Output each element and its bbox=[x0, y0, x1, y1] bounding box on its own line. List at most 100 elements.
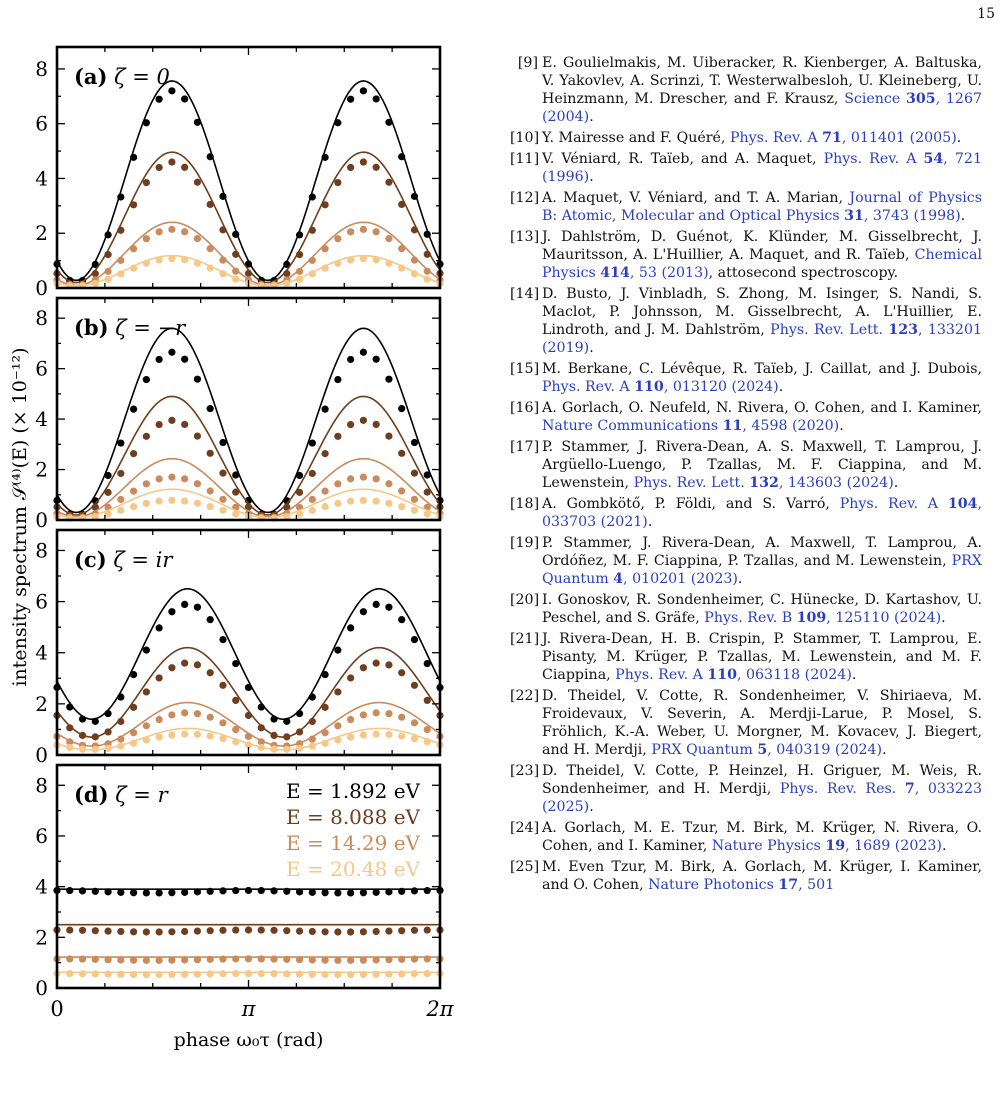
data-point bbox=[359, 711, 367, 719]
data-point bbox=[181, 600, 189, 609]
data-point bbox=[78, 715, 87, 723]
reference-link[interactable]: 11 bbox=[722, 418, 743, 434]
reference-link[interactable]: 4 bbox=[613, 571, 624, 587]
y-tick-label: 2 bbox=[35, 925, 48, 949]
reference-link[interactable]: , 721 (1996) bbox=[542, 151, 982, 185]
reference-link[interactable]: Phys. Rev. A bbox=[615, 667, 708, 683]
reference-link[interactable]: Chemical Physics bbox=[542, 247, 982, 281]
reference-link[interactable]: , 133201 (2019) bbox=[542, 322, 982, 356]
data-point bbox=[359, 731, 367, 739]
panel-letter: (a) bbox=[74, 64, 107, 89]
reference-link[interactable]: 104 bbox=[947, 496, 978, 512]
reference-link[interactable]: 54 bbox=[923, 151, 944, 167]
reference-link[interactable]: Nature Communications bbox=[542, 418, 723, 434]
reference-link[interactable]: , 010201 (2023) bbox=[623, 571, 738, 587]
series-line bbox=[56, 80, 441, 282]
data-point bbox=[295, 956, 304, 964]
reference-link[interactable]: , 040319 (2024) bbox=[767, 742, 883, 758]
reference-link[interactable]: , 53 (2013) bbox=[629, 265, 709, 281]
data-point bbox=[398, 264, 406, 272]
reference-link[interactable]: 109 bbox=[796, 610, 827, 626]
reference-text: A. Gorlach, O. Neufeld, N. Rivera, O. Co… bbox=[542, 400, 982, 416]
data-point bbox=[181, 497, 189, 505]
reference-link[interactable]: , 011401 (2005) bbox=[841, 130, 957, 146]
data-point bbox=[168, 87, 176, 95]
reference-link[interactable]: , 033703 (2021) bbox=[542, 496, 982, 530]
reference-link[interactable]: 305 bbox=[906, 91, 936, 107]
reference-link[interactable]: Phys. Rev. B bbox=[704, 610, 797, 626]
y-tick-label: 2 bbox=[35, 458, 48, 482]
data-point bbox=[372, 163, 380, 171]
reference-link[interactable]: Phys. Rev. Res. bbox=[779, 781, 905, 797]
reference-text: D. Theidel, V. Cotte, P. Heinzel, H. Gri… bbox=[542, 763, 982, 797]
reference-link[interactable]: , 063118 (2024) bbox=[736, 667, 852, 683]
reference-link[interactable]: , 4598 (2020) bbox=[742, 418, 840, 434]
data-point bbox=[295, 888, 304, 896]
data-point bbox=[130, 201, 138, 209]
reference-link[interactable]: PRX Quantum bbox=[651, 742, 758, 758]
data-point bbox=[398, 887, 406, 895]
data-point bbox=[334, 375, 342, 384]
reference-link[interactable]: Nature Photonics bbox=[648, 877, 779, 893]
data-point bbox=[168, 473, 176, 481]
data-point bbox=[385, 178, 393, 186]
data-point bbox=[398, 405, 406, 413]
data-point bbox=[270, 715, 278, 723]
data-point bbox=[219, 495, 227, 503]
reference-link[interactable]: 31 bbox=[844, 208, 864, 224]
panel-letter: (c) bbox=[74, 547, 107, 572]
reference-text: , attosecond spectroscopy. bbox=[708, 265, 899, 281]
data-point bbox=[130, 153, 138, 161]
y-axis-label: intensity spectrum 𝒮⁽⁴⁾(E) (× 10⁻¹²) bbox=[9, 347, 31, 686]
data-point bbox=[181, 355, 189, 363]
data-point bbox=[232, 926, 240, 934]
reference-link[interactable]: Phys. Rev. A bbox=[839, 496, 948, 512]
reference-link[interactable]: , 143603 (2024) bbox=[778, 475, 894, 491]
reference-link[interactable]: , 3743 (1998) bbox=[863, 208, 961, 224]
data-point bbox=[359, 664, 367, 672]
reference-item: [10] Y. Mairesse and F. Quéré, Phys. Rev.… bbox=[510, 129, 982, 147]
reference-link[interactable]: 123 bbox=[888, 322, 918, 338]
reference-link[interactable]: Phys. Rev. Lett. bbox=[770, 322, 889, 338]
reference-link[interactable]: 414 bbox=[600, 265, 630, 281]
reference-link[interactable]: Phys. Rev. A bbox=[729, 130, 823, 146]
data-point bbox=[372, 730, 380, 738]
data-point bbox=[219, 256, 227, 264]
reference-link[interactable]: Phys. Rev. Lett. bbox=[633, 475, 750, 491]
reference-link[interactable]: 110 bbox=[634, 379, 664, 395]
reference-link[interactable]: 19 bbox=[825, 838, 846, 854]
reference-link[interactable]: Phys. Rev. A bbox=[823, 151, 924, 167]
reference-link[interactable]: , 013120 (2024) bbox=[663, 379, 779, 395]
data-point bbox=[423, 955, 431, 963]
data-point bbox=[130, 956, 138, 964]
reference-link[interactable]: , 1267 (2004) bbox=[542, 91, 982, 125]
reference-link[interactable]: , 125110 (2024) bbox=[826, 610, 942, 626]
reference-link[interactable]: 7 bbox=[904, 781, 915, 797]
data-point bbox=[91, 513, 99, 521]
reference-number: [17] bbox=[510, 439, 540, 455]
reference-link[interactable]: Phys. Rev. A bbox=[542, 379, 635, 395]
data-point bbox=[359, 225, 367, 233]
data-point bbox=[193, 956, 202, 964]
reference-link[interactable]: Journal of Physics B: Atomic, Molecular … bbox=[542, 190, 982, 224]
reference-link[interactable]: Science bbox=[844, 91, 907, 107]
legend-entry: E = 20.48 eV bbox=[286, 857, 421, 881]
data-point bbox=[66, 955, 74, 963]
data-point bbox=[372, 888, 380, 896]
reference-link[interactable]: 132 bbox=[749, 475, 779, 491]
reference-link[interactable]: 110 bbox=[707, 667, 737, 683]
reference-link[interactable]: 71 bbox=[822, 130, 842, 146]
reference-link[interactable]: Nature Physics bbox=[711, 838, 826, 854]
data-point bbox=[372, 956, 380, 964]
reference-link[interactable]: , 033223 (2025) bbox=[542, 781, 982, 815]
reference-link[interactable]: PRX Quantum bbox=[542, 553, 982, 587]
reference-link[interactable]: , 501 bbox=[798, 877, 835, 893]
legend-entry: E = 1.892 eV bbox=[286, 779, 421, 803]
reference-link[interactable]: , 1689 (2023) bbox=[845, 838, 942, 854]
data-point bbox=[308, 193, 316, 201]
reference-link[interactable]: 17 bbox=[778, 877, 799, 893]
reference-link[interactable]: 5 bbox=[757, 742, 768, 758]
panel-label: (b) ζ = −r bbox=[74, 315, 187, 340]
data-point bbox=[359, 255, 367, 263]
y-tick-label: 2 bbox=[35, 221, 48, 245]
